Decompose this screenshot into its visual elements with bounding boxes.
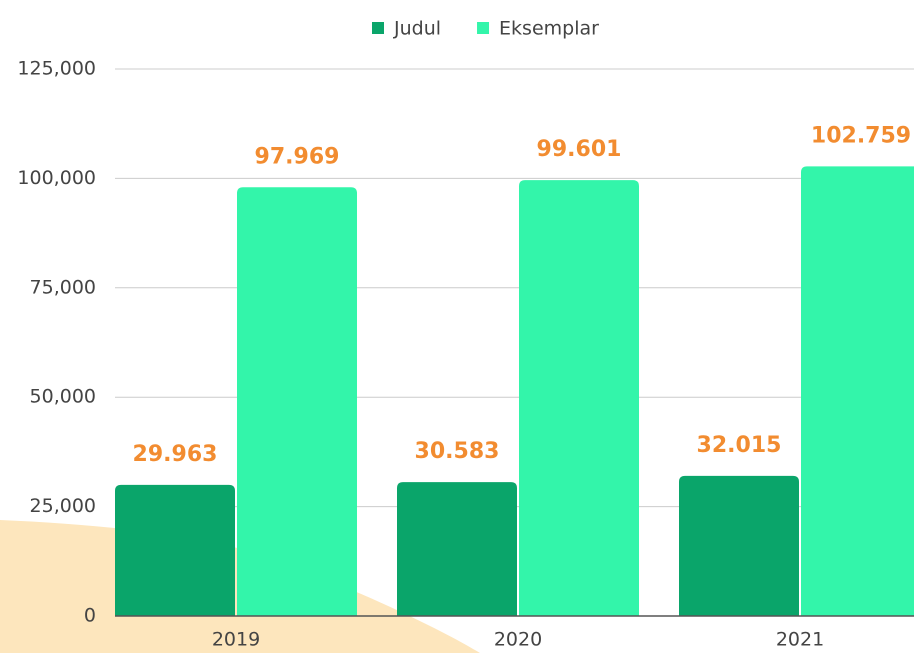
legend-swatch xyxy=(372,22,384,34)
legend-label: Eksemplar xyxy=(499,18,599,40)
value-label: 97.969 xyxy=(255,144,340,169)
y-tick-label: 100,000 xyxy=(17,167,96,189)
y-tick-label: 50,000 xyxy=(30,386,96,408)
y-tick-label: 125,000 xyxy=(17,58,96,80)
value-label: 99.601 xyxy=(537,137,622,162)
bar xyxy=(237,187,357,616)
y-tick-label: 25,000 xyxy=(30,495,96,517)
bar xyxy=(801,166,914,616)
legend-swatch xyxy=(477,22,490,34)
value-label: 32.015 xyxy=(697,433,782,458)
value-label: 29.963 xyxy=(133,442,218,467)
x-tick-label: 2019 xyxy=(212,629,260,651)
y-tick-label: 0 xyxy=(84,605,96,627)
bar xyxy=(679,475,799,616)
legend-label: Judul xyxy=(393,18,441,40)
value-label: 30.583 xyxy=(415,439,500,464)
bar xyxy=(397,482,517,616)
x-tick-label: 2021 xyxy=(776,629,824,651)
bar xyxy=(519,180,639,616)
bar xyxy=(115,484,235,616)
x-tick-label: 2020 xyxy=(494,629,542,651)
y-tick-label: 75,000 xyxy=(30,276,96,298)
value-label: 102.759 xyxy=(811,123,911,148)
